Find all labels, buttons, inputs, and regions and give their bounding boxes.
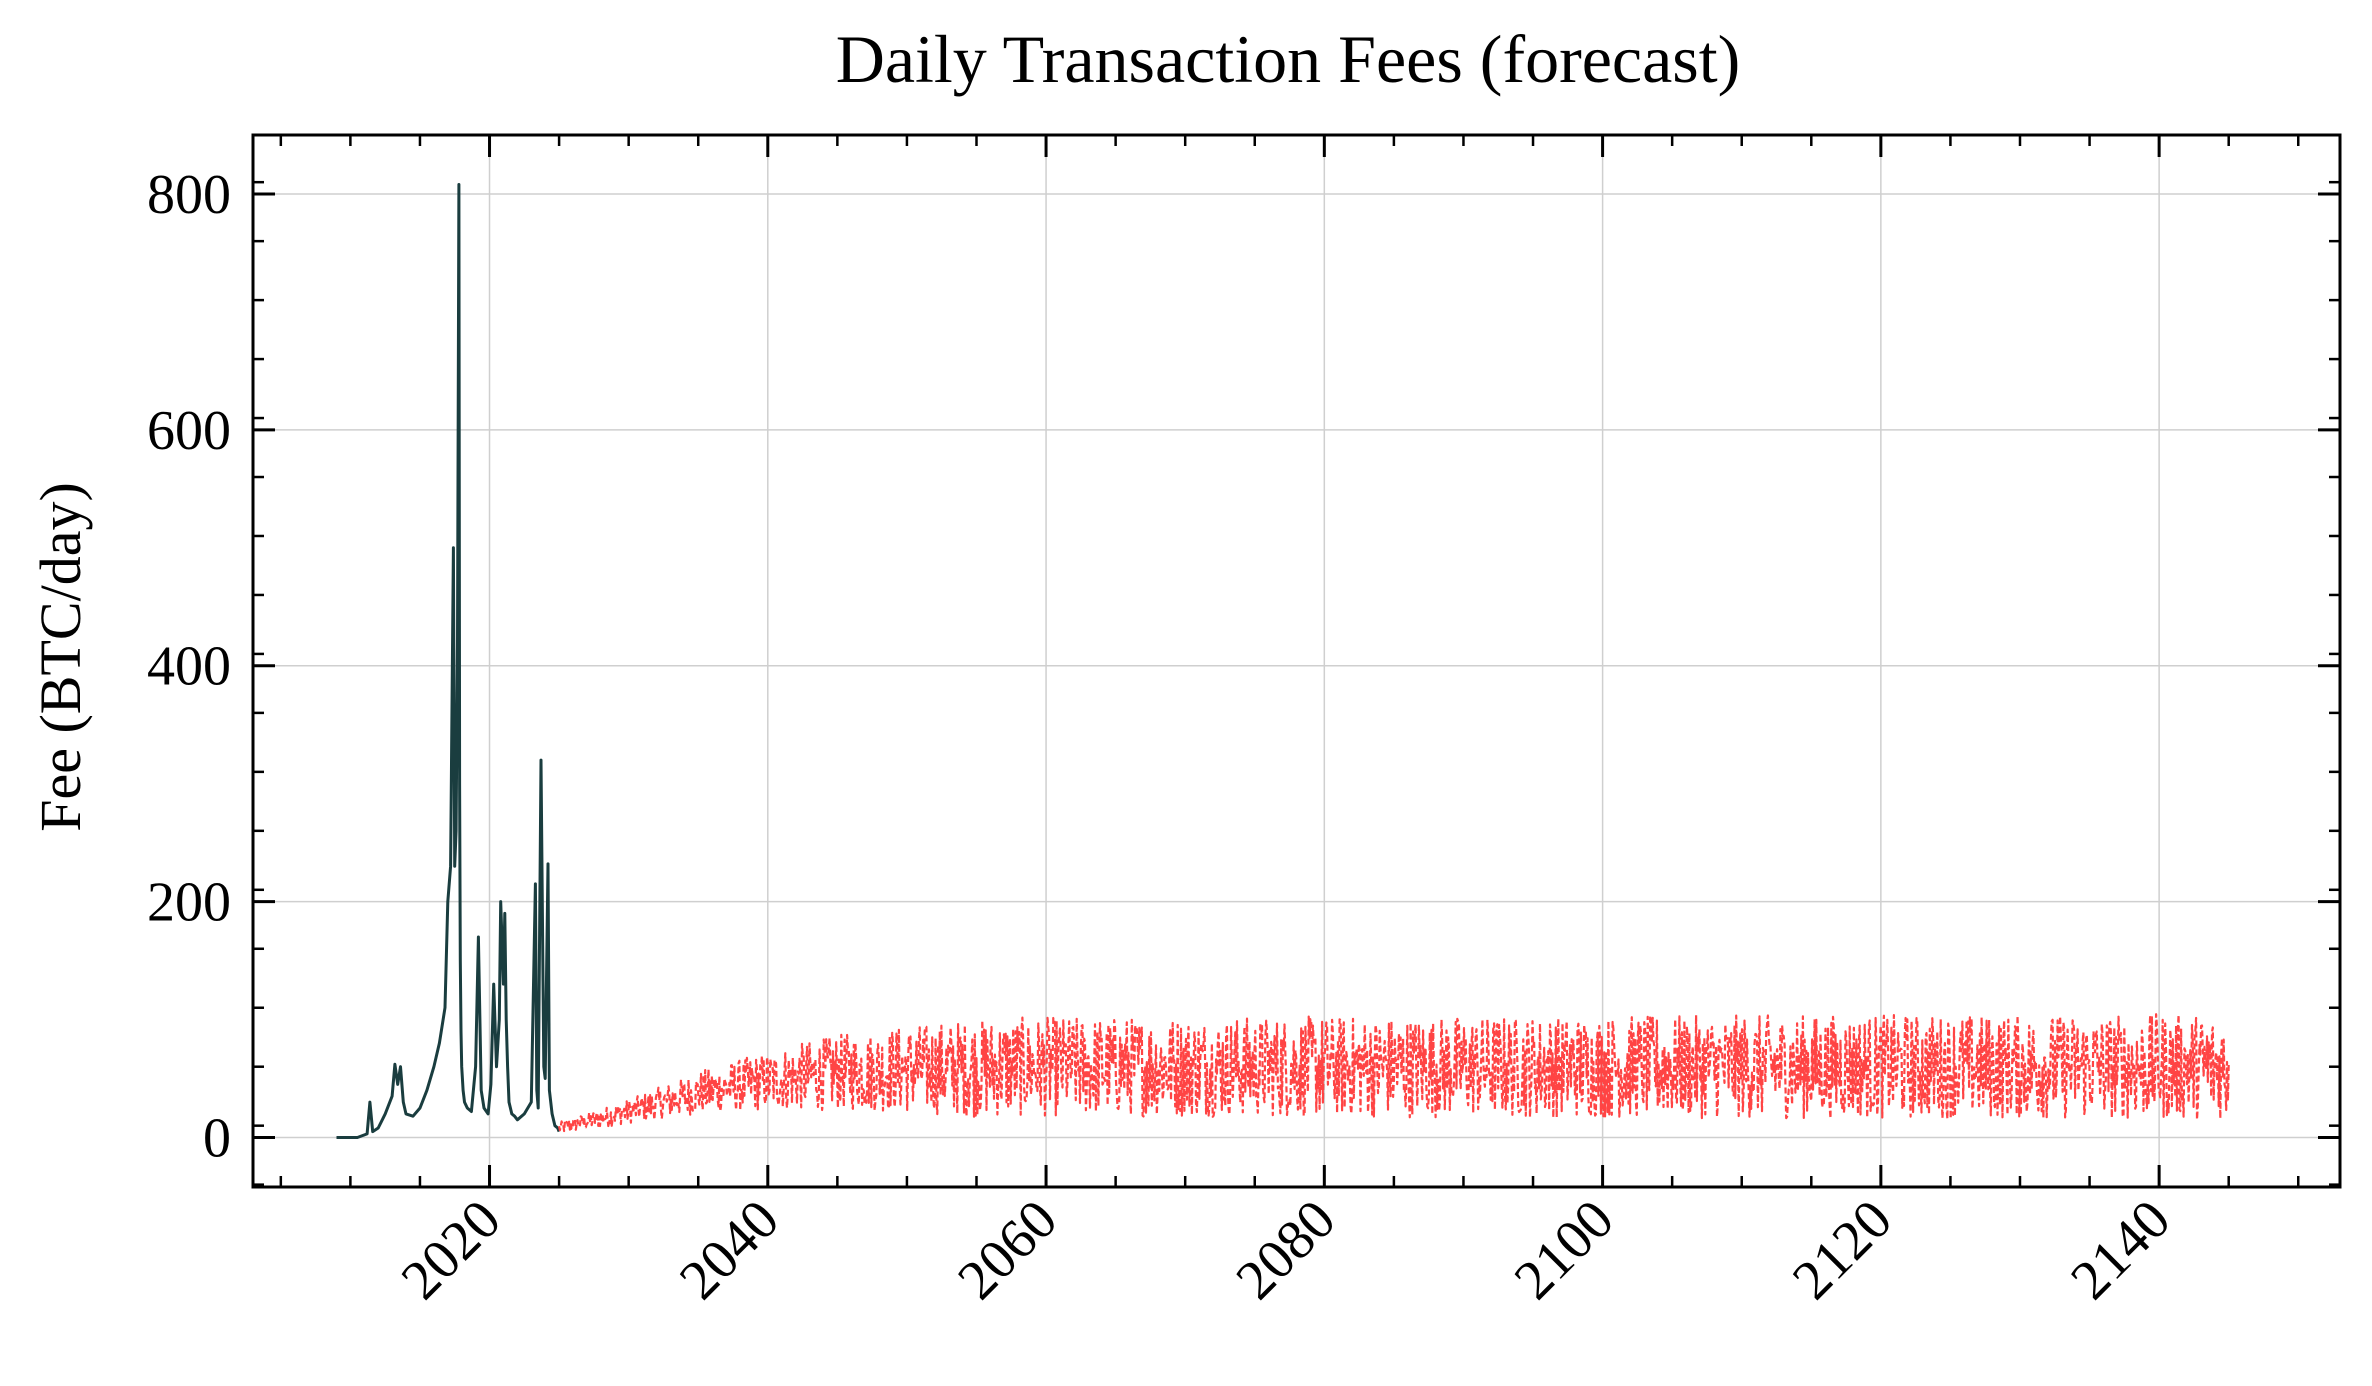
y-tick-label: 600	[147, 400, 231, 462]
x-tick-label: 2020	[390, 1188, 513, 1311]
historical-fee-line	[336, 183, 561, 1139]
y-tick-label: 800	[147, 164, 231, 226]
series-layer	[336, 183, 2230, 1139]
x-tick-label: 2080	[1224, 1188, 1347, 1311]
x-tick-label: 2120	[1781, 1188, 1904, 1311]
y-axis-label: Fee (BTC/day)	[28, 482, 93, 832]
forecast-fee-line	[558, 1013, 2230, 1133]
x-tick-label: 2100	[1503, 1188, 1626, 1311]
plot-frame	[251, 133, 2342, 1189]
grid	[253, 135, 2340, 1187]
x-tick-label: 2060	[946, 1188, 1069, 1311]
x-tick-label: 2040	[668, 1188, 791, 1311]
y-tick-label: 400	[147, 636, 231, 698]
x-tick-label: 2140	[2059, 1188, 2182, 1311]
y-tick-label: 0	[203, 1107, 231, 1169]
ticks: 0 200 400 600 800 2020 2040 2060 2080 2100 2120 214…	[147, 135, 2340, 1311]
chart-title: Daily Transaction Fees (forecast)	[836, 21, 1741, 97]
y-tick-label: 200	[147, 872, 231, 934]
